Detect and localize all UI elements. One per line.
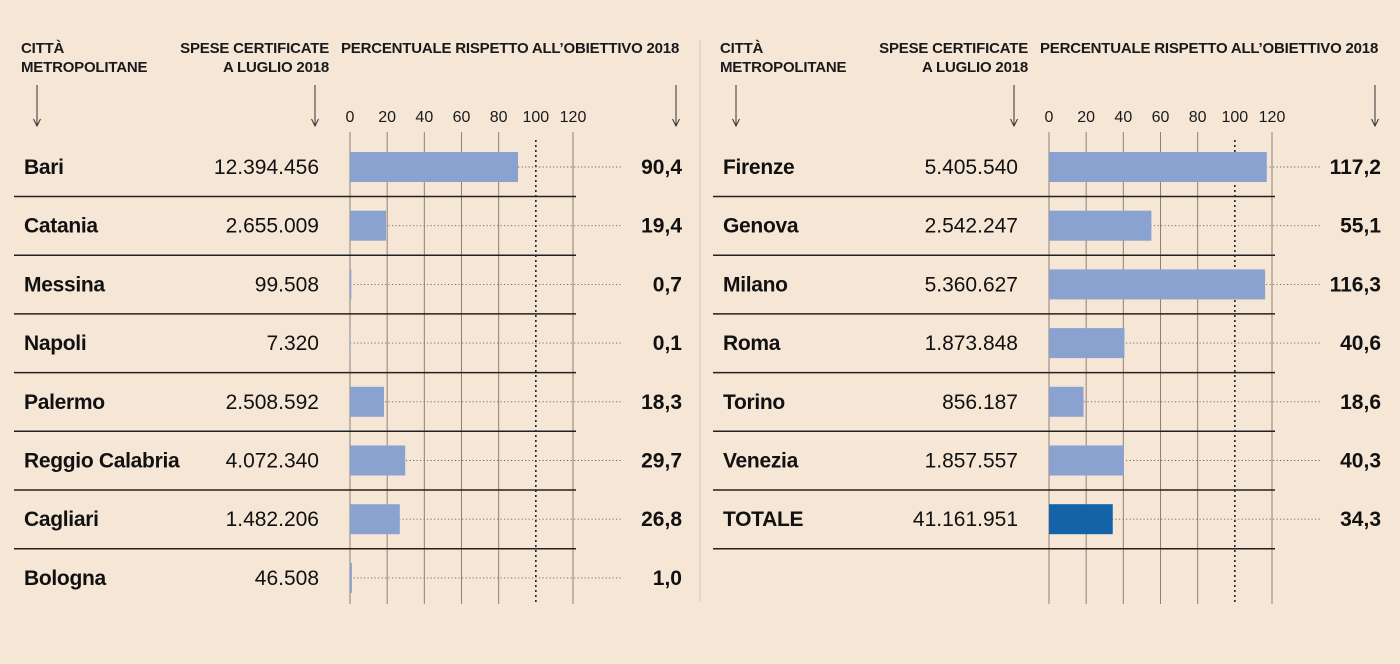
city-name: Bari — [24, 156, 64, 179]
percent-value: 116,3 — [1330, 273, 1381, 296]
bar — [1049, 269, 1266, 300]
percent-value: 18,6 — [1340, 391, 1381, 414]
city-name: Roma — [723, 332, 781, 355]
city-name: Messina — [24, 273, 105, 296]
header-spend-line1: SPESE CERTIFICATE — [879, 40, 1028, 57]
city-name: Cagliari — [24, 508, 99, 531]
bar — [350, 210, 387, 241]
x-tick-label: 20 — [378, 109, 396, 126]
percent-value: 18,3 — [641, 391, 682, 414]
percent-value: 55,1 — [1340, 215, 1381, 238]
x-tick-label: 80 — [1189, 109, 1207, 126]
spend-value: 12.394.456 — [214, 156, 319, 179]
spend-value: 5.405.540 — [925, 156, 1018, 179]
bar — [1049, 386, 1084, 417]
header-city-line2: METROPOLITANE — [720, 59, 846, 76]
bar — [350, 328, 351, 359]
x-tick-label: 60 — [453, 109, 471, 126]
header-percent: PERCENTUALE RISPETTO ALL’OBIETTIVO 2018 — [1040, 40, 1378, 57]
x-tick-label: 120 — [1259, 109, 1286, 126]
x-tick-label: 0 — [1045, 109, 1054, 126]
header-spend-line2: A LUGLIO 2018 — [922, 59, 1028, 76]
city-name: Catania — [24, 215, 98, 238]
percent-value: 40,6 — [1340, 332, 1381, 355]
x-tick-label: 100 — [522, 109, 549, 126]
spend-value: 856.187 — [942, 391, 1018, 414]
header-city-line2: METROPOLITANE — [21, 59, 147, 76]
percent-value: 90,4 — [641, 156, 682, 179]
spend-value: 41.161.951 — [913, 508, 1018, 531]
x-tick-label: 40 — [1114, 109, 1132, 126]
header-arrow-icon — [33, 118, 41, 128]
percent-value: 1,0 — [653, 567, 682, 590]
spend-value: 5.360.627 — [925, 273, 1018, 296]
spend-value: 4.072.340 — [226, 450, 319, 473]
bar — [350, 562, 352, 593]
percent-value: 19,4 — [641, 215, 682, 238]
bar — [350, 152, 518, 182]
city-name: Venezia — [723, 450, 799, 473]
spend-value: 1.857.557 — [925, 450, 1018, 473]
spend-value: 46.508 — [255, 567, 319, 590]
x-tick-label: 120 — [560, 109, 587, 126]
header-arrow-icon — [672, 118, 680, 128]
x-tick-label: 40 — [415, 109, 433, 126]
bar — [350, 504, 400, 535]
percent-value: 117,2 — [1330, 156, 1381, 179]
header-arrow-icon — [732, 118, 740, 128]
city-name: Bologna — [24, 567, 107, 590]
percent-value: 40,3 — [1340, 450, 1381, 473]
header-spend-line2: A LUGLIO 2018 — [223, 59, 329, 76]
x-tick-label: 20 — [1077, 109, 1095, 126]
city-name: Reggio Calabria — [24, 450, 180, 473]
spend-value: 2.655.009 — [226, 215, 319, 238]
city-name: TOTALE — [723, 508, 804, 531]
bar — [350, 269, 352, 300]
percent-value: 26,8 — [641, 508, 682, 531]
city-name: Napoli — [24, 332, 86, 355]
city-name: Firenze — [723, 156, 794, 179]
header-city-line1: CITTÀ — [720, 40, 764, 57]
x-tick-label: 100 — [1221, 109, 1248, 126]
header-arrow-icon — [1010, 118, 1018, 128]
city-name: Genova — [723, 215, 799, 238]
spend-value: 2.508.592 — [226, 391, 319, 414]
header-city-line1: CITTÀ — [21, 40, 65, 57]
city-name: Milano — [723, 273, 788, 296]
header-arrow-icon — [311, 118, 319, 128]
x-tick-label: 60 — [1152, 109, 1170, 126]
total-bar — [1049, 504, 1113, 535]
bar — [350, 445, 406, 476]
bar — [1049, 328, 1125, 359]
x-tick-label: 0 — [346, 109, 355, 126]
spend-value: 99.508 — [255, 273, 319, 296]
spend-value: 1.873.848 — [925, 332, 1018, 355]
spend-value: 2.542.247 — [925, 215, 1018, 238]
percent-value: 29,7 — [641, 450, 682, 473]
header-spend-line1: SPESE CERTIFICATE — [180, 40, 329, 57]
header-percent: PERCENTUALE RISPETTO ALL’OBIETTIVO 2018 — [341, 40, 679, 57]
spend-value: 7.320 — [266, 332, 319, 355]
spend-value: 1.482.206 — [226, 508, 319, 531]
percent-value: 0,7 — [653, 273, 682, 296]
city-name: Torino — [723, 391, 785, 414]
percent-value: 34,3 — [1340, 508, 1381, 531]
bar — [1049, 210, 1152, 241]
x-tick-label: 80 — [490, 109, 508, 126]
bar — [1049, 152, 1267, 182]
bar — [1049, 445, 1124, 476]
bar — [350, 386, 385, 417]
header-arrow-icon — [1371, 118, 1379, 128]
city-name: Palermo — [24, 391, 105, 414]
percent-value: 0,1 — [653, 332, 683, 355]
